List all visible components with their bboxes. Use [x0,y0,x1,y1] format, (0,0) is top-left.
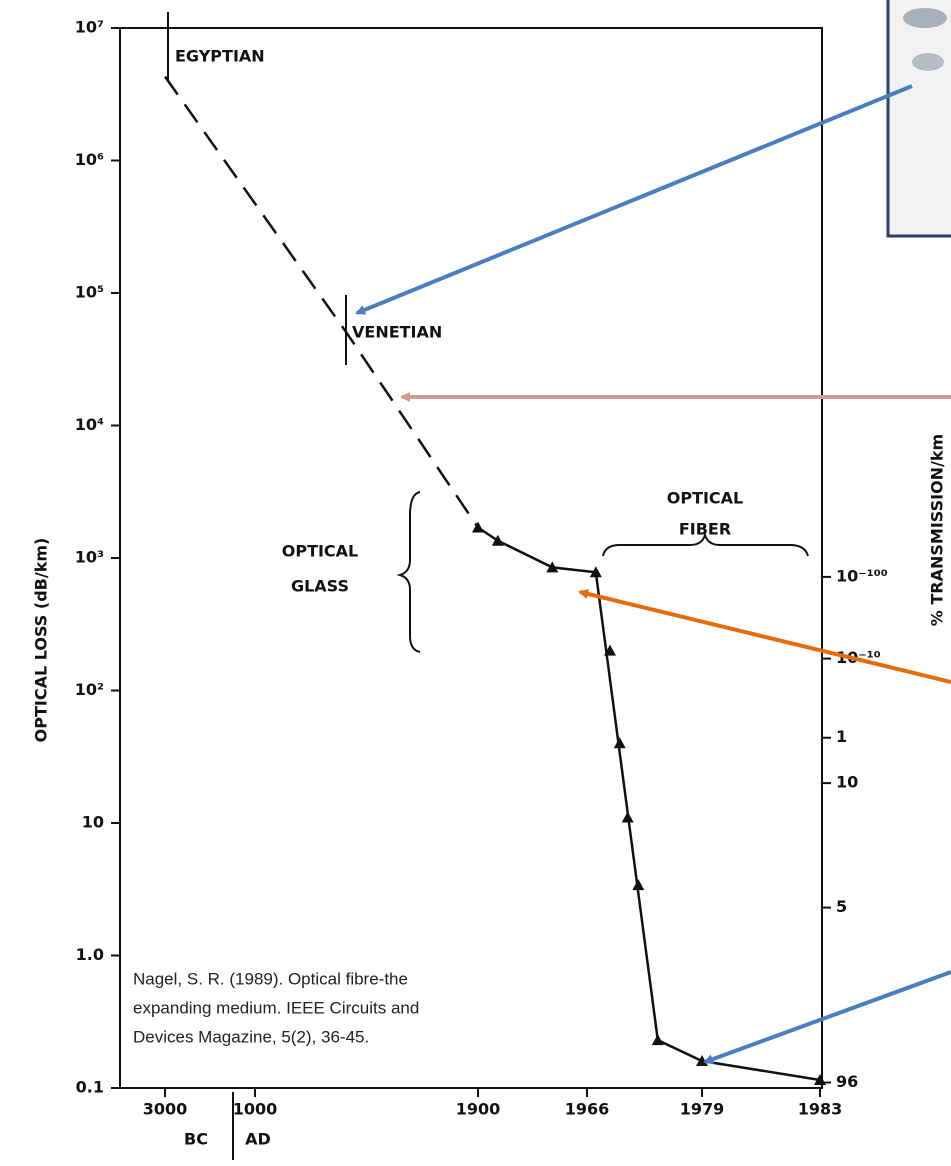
x-tick-label: 1979 [680,1100,725,1119]
y-tick-label: 1.0 [76,945,104,964]
data-point [492,535,504,546]
annotation: VENETIAN [352,323,442,342]
citation: Devices Magazine, 5(2), 36-45. [133,1027,369,1046]
plot-frame [120,28,822,1088]
y2-tick-label: 5 [836,897,847,916]
citation: expanding medium. IEEE Circuits and [133,998,419,1017]
y-tick-label: 0.1 [76,1078,104,1097]
era-label: AD [245,1130,271,1149]
data-point [652,1034,664,1045]
series-line [165,77,478,528]
y2-tick-label: 96 [836,1072,858,1091]
data-point [472,521,484,532]
marks: 10⁷10⁶10⁵10⁴10³10²101.00.110⁻¹⁰⁰10⁻¹⁰110… [75,18,888,1119]
annotation: FIBER [679,520,731,539]
x-tick-label: 1000 [233,1100,278,1119]
annotation: EGYPTIAN [175,47,265,66]
glass-brace [400,492,420,652]
annotation: GLASS [291,577,349,596]
data-point [622,812,634,823]
y-axis-label: OPTICAL LOSS (dB/km) [32,538,51,743]
callout-arrow [580,592,951,682]
y-tick-label: 10⁵ [75,283,104,302]
y-tick-label: 10² [75,680,104,699]
y2-tick-label: 10⁻¹⁰⁰ [836,566,888,585]
x-tick-label: 1900 [456,1100,501,1119]
callout-arrow [705,972,951,1062]
y2-axis-label: % TRANSMISSION/km [928,434,947,626]
y-tick-label: 10⁴ [75,415,104,434]
y2-tick-label: 10 [836,773,858,792]
data-point [614,737,626,748]
y-tick-label: 10⁷ [75,18,104,37]
era-label: BC [184,1130,208,1149]
y-tick-label: 10 [82,813,104,832]
annotation: OPTICAL [282,542,359,561]
chart: EGYPTIAN VENETIAN OPTICAL GLASS OPTICAL … [0,0,951,1166]
x-tick-label: 3000 [143,1100,188,1119]
citation: Nagel, S. R. (1989). Optical fibre-the [133,969,408,988]
inset-image [888,0,951,236]
data-point [632,879,644,890]
y-tick-label: 10³ [75,548,104,567]
y-tick-label: 10⁶ [75,150,104,169]
x-tick-label: 1966 [565,1100,610,1119]
x-tick-label: 1983 [798,1100,843,1119]
y2-tick-label: 1 [836,727,847,746]
callout-arrow [357,86,912,313]
annotation: OPTICAL [667,489,744,508]
